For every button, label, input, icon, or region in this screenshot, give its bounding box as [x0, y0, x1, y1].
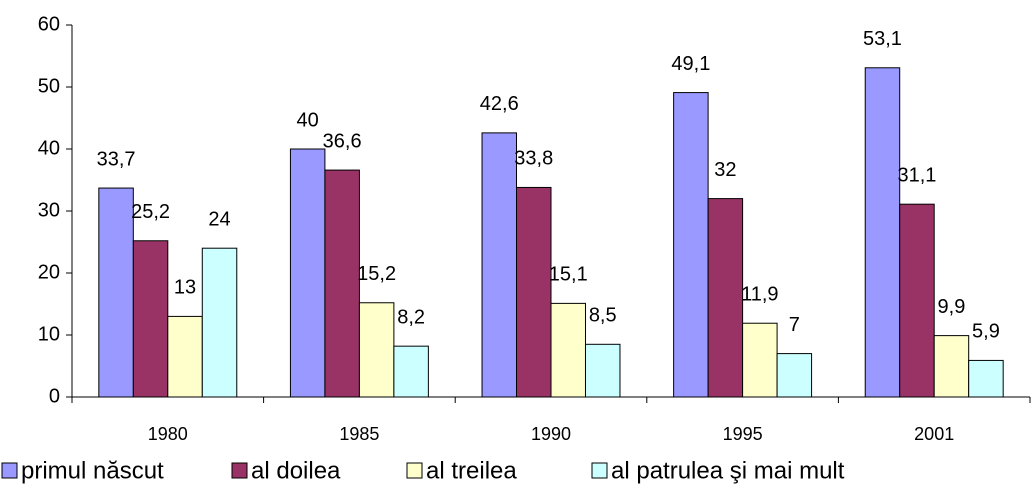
bar: [201, 247, 238, 398]
data-label: 33,7: [97, 148, 136, 170]
bar: [324, 169, 360, 398]
y-tick-label: 40: [38, 137, 60, 159]
bar: [393, 345, 429, 398]
data-label: 49,1: [671, 53, 710, 75]
bar: [550, 302, 586, 398]
bar: [742, 322, 778, 398]
data-label: 42,6: [480, 93, 519, 115]
legend-swatch: [1, 462, 18, 479]
legend-swatch: [231, 462, 248, 479]
data-label: 36,6: [323, 130, 362, 152]
data-label: 15,2: [357, 263, 396, 285]
data-label: 9,9: [938, 296, 966, 318]
bar: [933, 335, 970, 398]
legend-label: al patrulea şi mai mult: [611, 457, 845, 484]
y-tick-label: 50: [38, 75, 60, 97]
data-label: 15,1: [549, 264, 588, 286]
x-tick-label: 1980: [148, 424, 188, 444]
data-label: 7: [789, 314, 800, 336]
data-label: 5,9: [972, 321, 1000, 343]
bar: [132, 240, 169, 398]
data-label: 25,2: [131, 201, 170, 223]
bar: [289, 148, 326, 398]
data-label: 40: [297, 109, 319, 131]
bar: [864, 67, 901, 398]
legend-label: al treilea: [426, 457, 517, 484]
bar: [358, 302, 395, 398]
data-label: 8,5: [589, 305, 617, 327]
data-label: 33,8: [514, 148, 553, 170]
bar: [98, 187, 134, 398]
data-label: 53,1: [863, 28, 902, 50]
legend-swatch: [406, 462, 423, 479]
bar: [481, 132, 518, 398]
x-tick-label: 1985: [339, 424, 379, 444]
data-label: 8,2: [397, 306, 425, 328]
bar: [516, 186, 552, 398]
x-tick-label: 2001: [914, 424, 954, 444]
data-label: 32: [714, 159, 736, 181]
data-label: 11,9: [741, 284, 778, 306]
bar: [707, 198, 744, 398]
bar: [584, 343, 621, 398]
legend-swatch: [591, 462, 608, 479]
bar: [968, 359, 1004, 398]
x-tick-label: 1990: [531, 424, 571, 444]
y-tick-label: 0: [49, 385, 60, 407]
legend-label: primul născut: [21, 457, 164, 484]
bar: [899, 203, 935, 398]
bar: [776, 353, 813, 398]
data-label: 24: [208, 208, 230, 230]
data-label: 13: [174, 277, 196, 299]
bar: [167, 315, 203, 398]
y-tick-label: 30: [38, 199, 60, 221]
y-tick-label: 20: [38, 261, 60, 283]
bar: [673, 92, 709, 398]
y-tick-label: 60: [38, 13, 60, 35]
data-label: 31,1: [897, 164, 936, 186]
legend-label: al doilea: [251, 457, 341, 484]
y-tick-label: 10: [38, 323, 60, 345]
x-tick-label: 1995: [723, 424, 763, 444]
